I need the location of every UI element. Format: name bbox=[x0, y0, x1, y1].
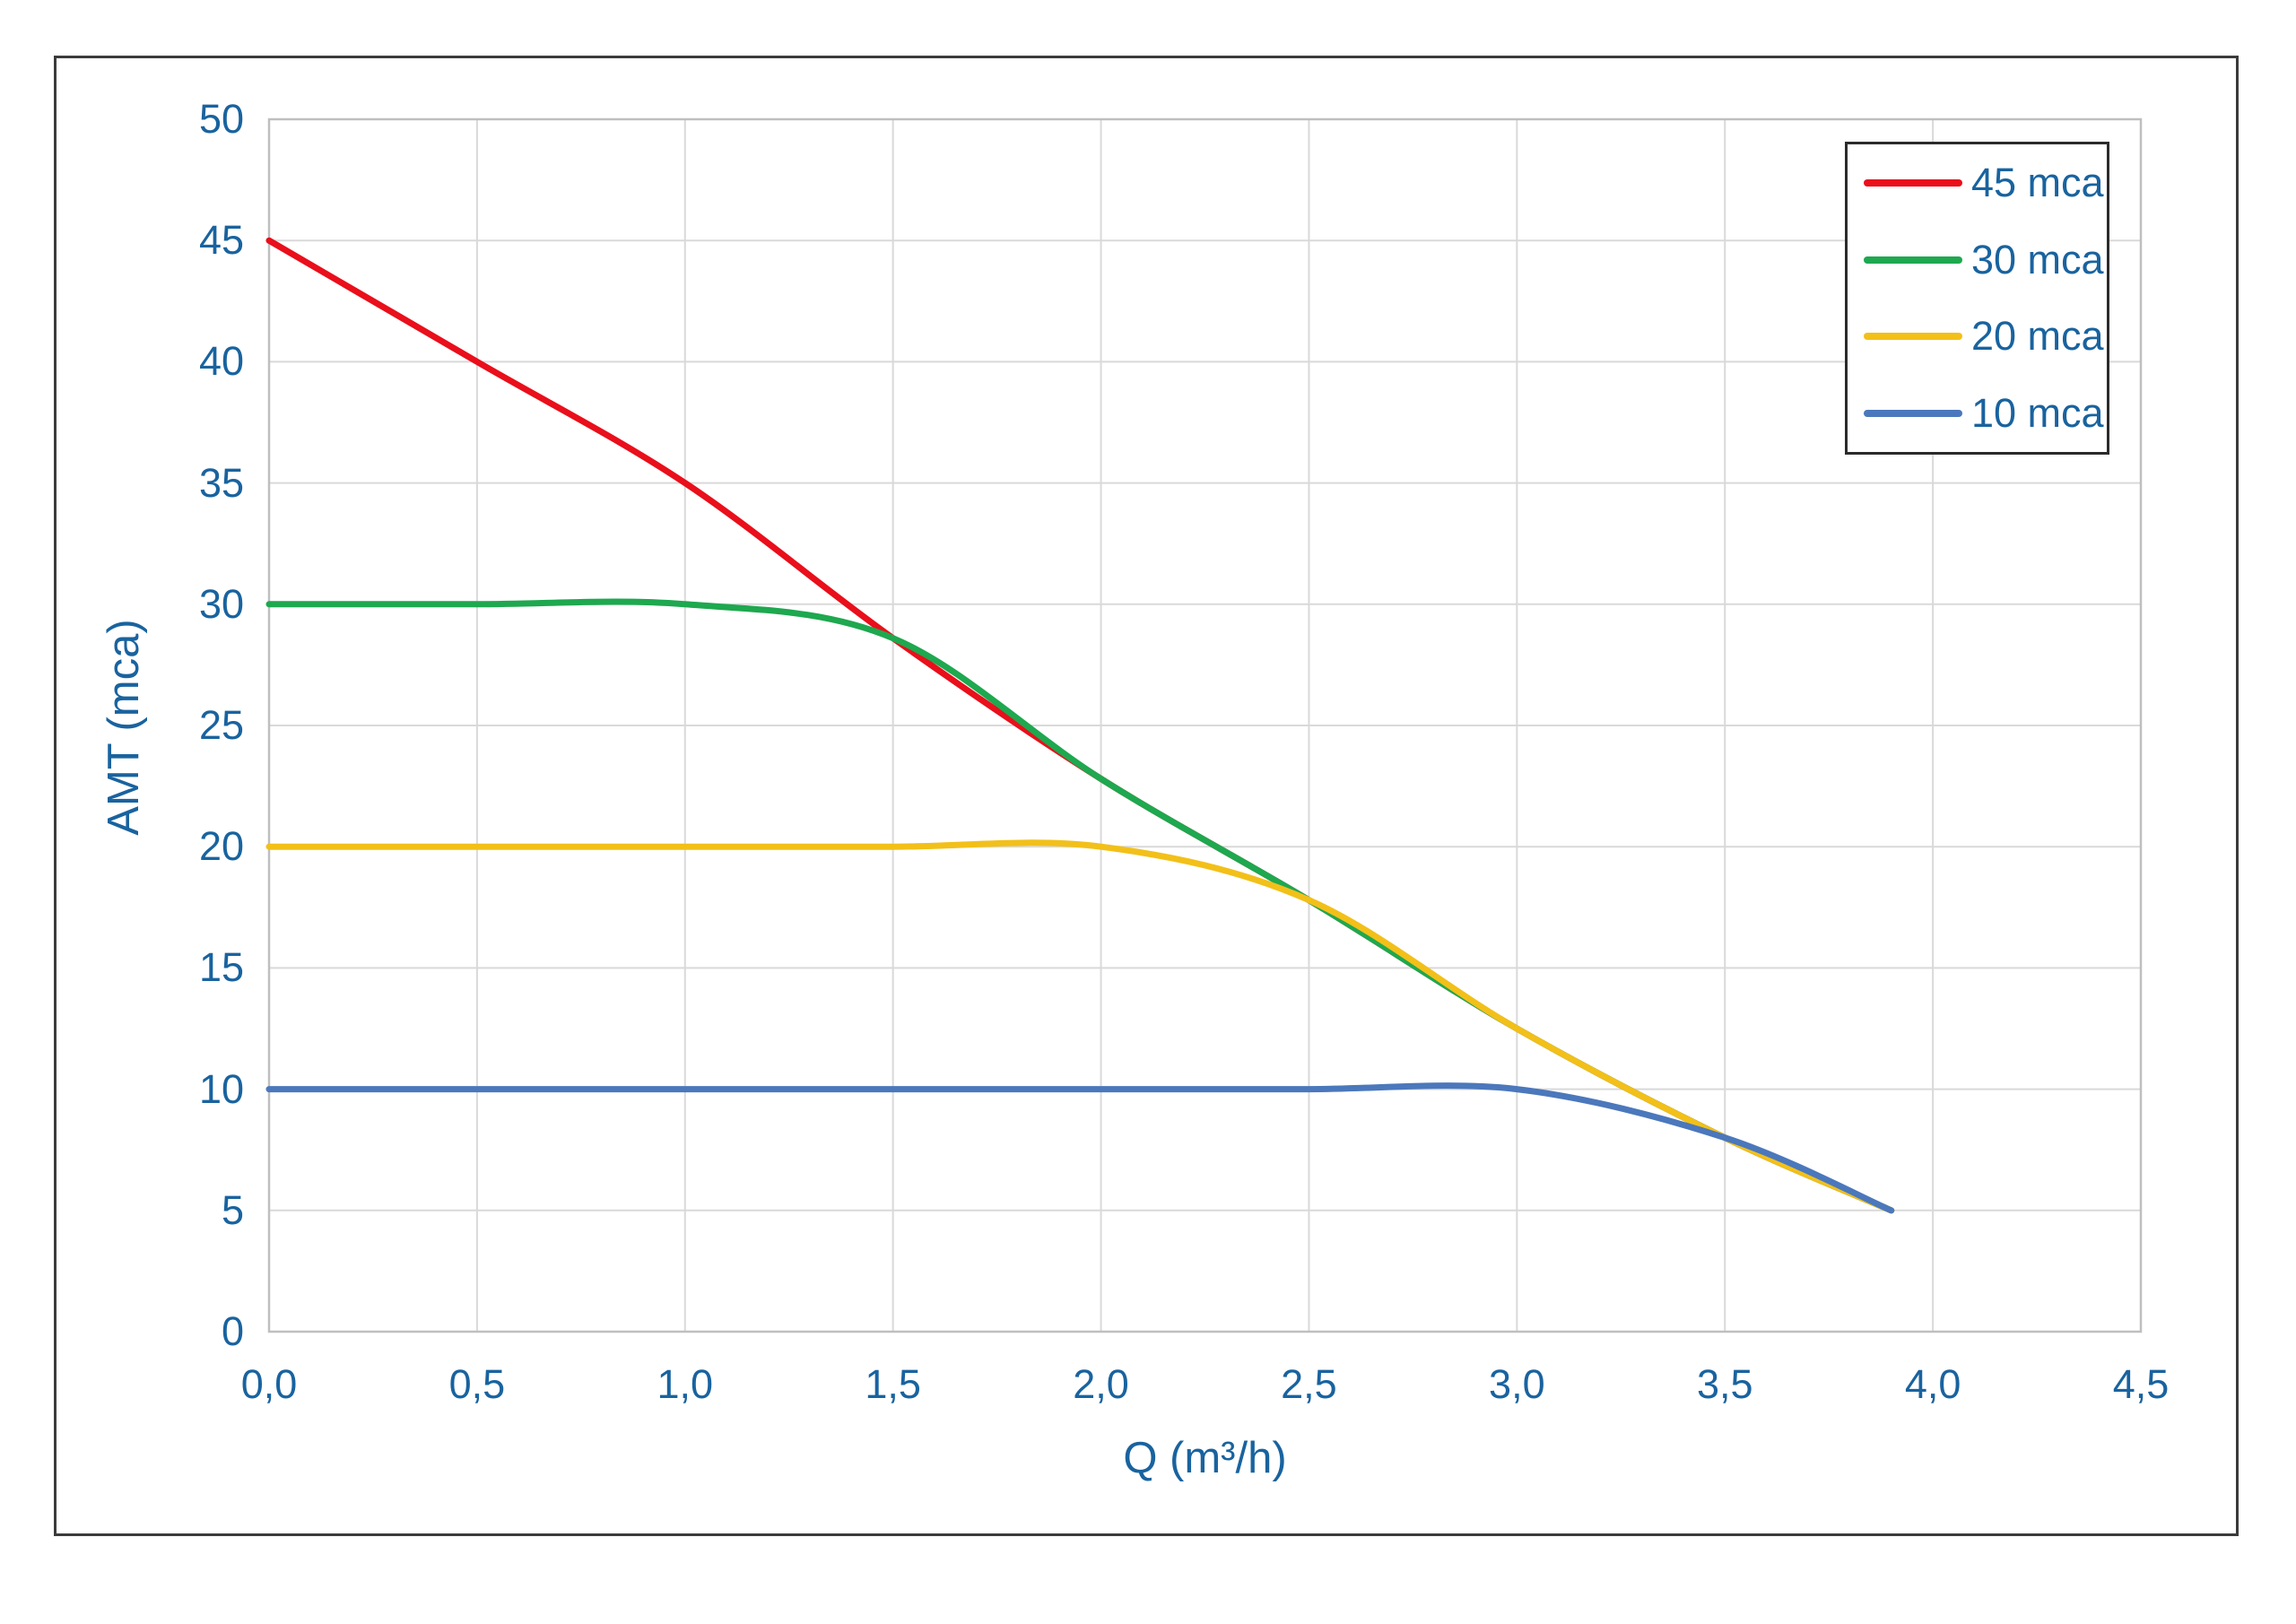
x-tick-label: 0,5 bbox=[448, 1361, 506, 1407]
legend-line-swatch bbox=[1864, 178, 1962, 187]
x-tick-label: 3,5 bbox=[1696, 1361, 1753, 1407]
x-tick-label: 0,0 bbox=[240, 1361, 298, 1407]
legend-label: 10 mca bbox=[1971, 390, 2104, 437]
y-tick-label: 50 bbox=[198, 96, 244, 142]
legend-item: 30 mca bbox=[1848, 221, 2107, 299]
x-tick-label: 4,0 bbox=[1904, 1361, 1961, 1407]
plot-border bbox=[267, 117, 2143, 1333]
x-tick-label: 4,5 bbox=[2112, 1361, 2170, 1407]
legend-item: 45 mca bbox=[1848, 144, 2107, 221]
legend-line-swatch bbox=[1864, 333, 1962, 341]
y-tick-label: 20 bbox=[198, 823, 244, 870]
y-tick-label: 25 bbox=[198, 702, 244, 748]
x-tick-label: 1,5 bbox=[865, 1361, 921, 1407]
y-tick-label: 10 bbox=[198, 1065, 244, 1112]
legend-item: 20 mca bbox=[1848, 299, 2107, 376]
legend-label: 20 mca bbox=[1971, 313, 2104, 360]
x-tick-label: 3,0 bbox=[1489, 1361, 1545, 1407]
x-tick-label: 2,5 bbox=[1281, 1361, 1337, 1407]
x-axis-title: Q (m³/h) bbox=[1123, 1434, 1287, 1482]
legend-line-swatch bbox=[1864, 256, 1962, 264]
legend-label: 30 mca bbox=[1971, 236, 2104, 282]
y-tick-label: 40 bbox=[198, 338, 244, 385]
x-tick-label: 1,0 bbox=[657, 1361, 714, 1407]
legend-label: 45 mca bbox=[1971, 159, 2104, 205]
x-tick-label: 2,0 bbox=[1073, 1361, 1129, 1407]
y-tick-label: 35 bbox=[198, 459, 244, 506]
y-tick-label: 5 bbox=[221, 1186, 244, 1233]
legend-item: 10 mca bbox=[1848, 375, 2107, 452]
legend-line-swatch bbox=[1864, 410, 1962, 418]
series-line-10-mca bbox=[265, 1082, 1895, 1214]
legend: 45 mca 30 mca 20 mca 10 mca bbox=[1845, 142, 2109, 455]
y-axis-title: AMT (mca) bbox=[100, 619, 148, 836]
y-tick-label: 15 bbox=[198, 944, 244, 991]
y-tick-label: 30 bbox=[198, 580, 244, 627]
series-line-20-mca bbox=[265, 839, 1895, 1214]
y-tick-label: 45 bbox=[198, 217, 244, 264]
y-tick-label: 0 bbox=[221, 1308, 244, 1354]
series-line-30-mca bbox=[265, 598, 1895, 1214]
